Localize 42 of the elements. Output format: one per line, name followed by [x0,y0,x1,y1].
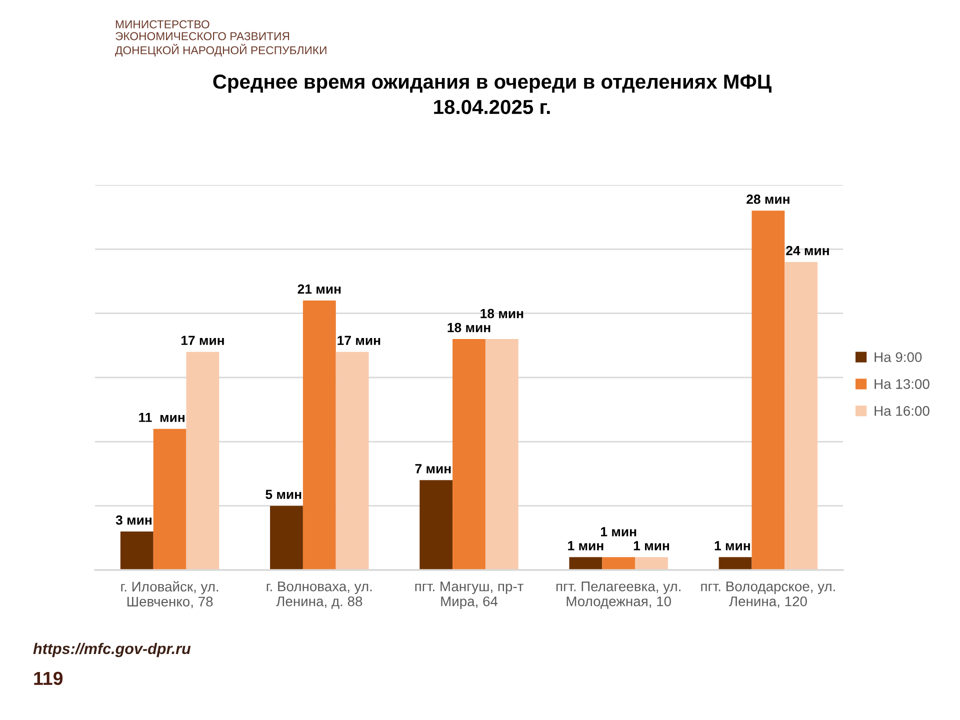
data-label: 18 мин [480,308,524,318]
data-label: 7 мин [415,464,451,474]
bar [270,506,303,570]
text: 119 [34,672,63,686]
bar [153,428,186,570]
text: https://mfc.gov-dpr.ru [33,642,191,658]
bar [718,557,752,570]
x-tick-label: г. Волноваха, ул. Ленина, д. 88 [266,582,372,609]
x-tick-label: пгт. Володарское, ул. Ленина, 120 [701,582,835,608]
data-label: 1 мин [601,527,636,536]
x-tick-label: г. Иловайск, ул. Шевченко, 78 [121,581,218,608]
text: МИНИСТЕРСТВО ЭКОНОМИЧЕСКОГО РАЗВИТИЯ ДОНЕЦКОЙ НАРОДНОЙ РЕСПУБЛИКИ [115,20,326,56]
bar [635,557,668,570]
bar [602,557,636,570]
data-label: 5 мин [266,490,302,500]
bar [186,352,220,570]
data-label: 3 мин [116,515,152,525]
data-label: 1 мин [568,541,604,550]
bar [420,480,453,570]
legend-label: На 13:00 [874,379,930,389]
bar [302,300,336,570]
bar [485,339,518,570]
bar [569,557,602,570]
legend-label: На 9:00 [874,352,922,362]
data-label: 1 мин [714,541,750,550]
data-label: 1 мин [634,541,670,550]
legend-label: На 16:00 [874,406,930,416]
chart-title: Среднее время ожидания в очереди в отделениях МФЦ 18.04.2025 г. [213,74,772,114]
data-label: 17 мин [338,336,380,345]
data-label: 11 мин [139,412,184,422]
bar [120,532,154,570]
data-label: 24 мин [786,246,829,256]
x-tick-label: пгт. Мангуш, пр-т Мира, 64 [415,582,524,610]
x-tick-label: пгт. Пелагеевка, ул. Молодежная, 10 [556,582,680,609]
bar [336,352,369,570]
data-label: 21 мин [298,284,341,294]
bar [752,210,785,570]
data-label: 18 мин [448,322,490,332]
bar [784,262,818,570]
data-label: 17 мин [181,336,224,345]
data-label: 28 мин [746,194,790,204]
bar [452,339,486,570]
